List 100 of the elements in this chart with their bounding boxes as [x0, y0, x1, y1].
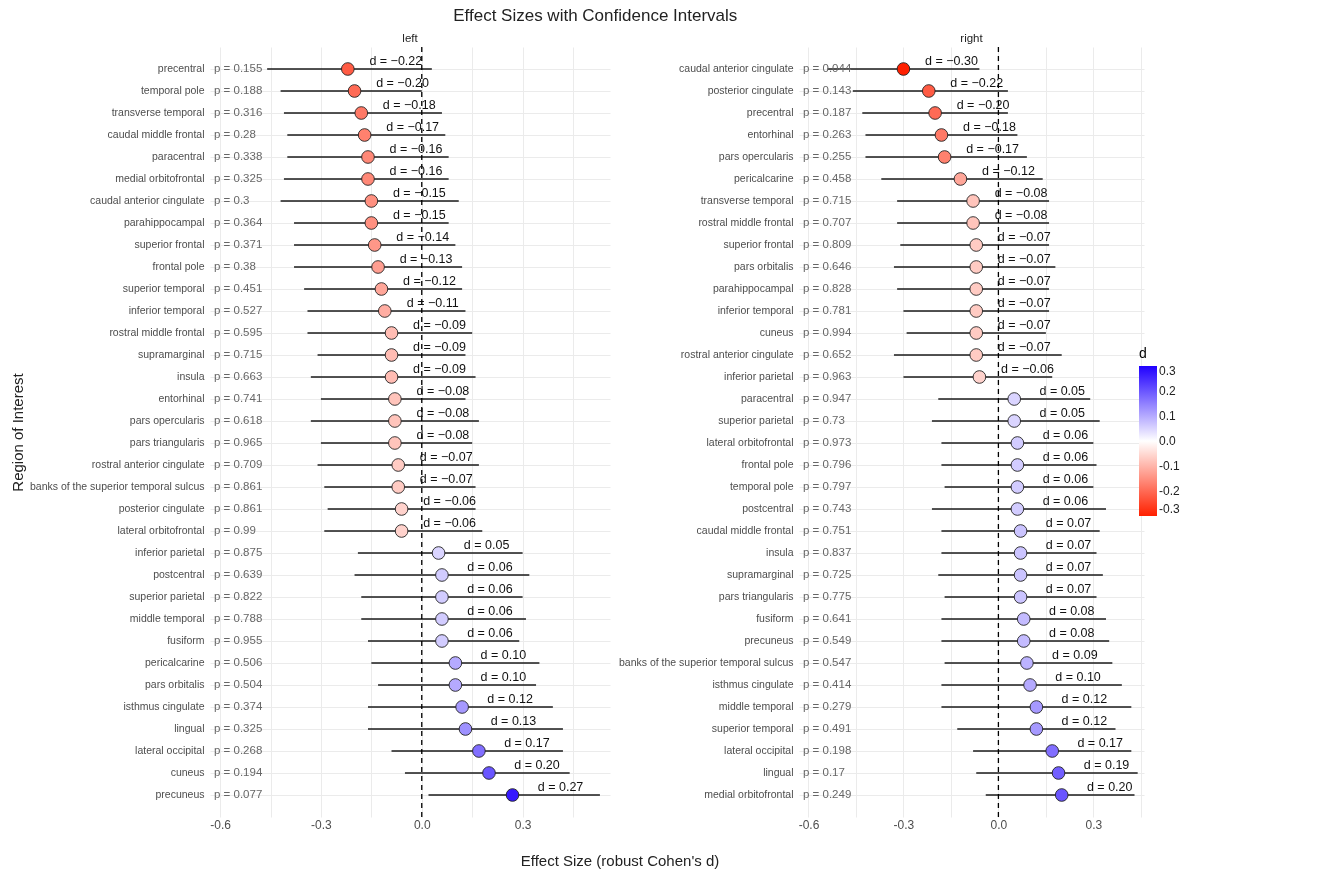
annotation: p = 0.527 — [214, 304, 263, 316]
annotation: p = 0.491 — [803, 722, 852, 734]
y-tick-label: pars triangularis — [129, 436, 205, 448]
point — [384, 348, 399, 362]
y-tick-label: lateral orbitofrontal — [117, 524, 205, 536]
annotation: p = 0.255 — [803, 150, 852, 162]
data-label: d = −0.07 — [997, 252, 1051, 266]
data-label: d = 0.10 — [1055, 670, 1101, 684]
annotation: p = 0.861 — [214, 480, 263, 492]
annotation: p = 0.947 — [803, 392, 852, 404]
annotation: p = 0.188 — [214, 84, 263, 96]
y-tick-label: superior temporal — [122, 282, 205, 294]
point — [388, 392, 402, 406]
y-tick-label: superior temporal — [711, 722, 794, 734]
annotation: p = 0.338 — [214, 150, 263, 162]
y-tick-label: precuneus — [744, 634, 794, 646]
y-tick-label: precentral — [746, 106, 794, 118]
point — [388, 414, 402, 428]
point — [1007, 414, 1021, 428]
annotation: p = 0.828 — [803, 282, 852, 294]
data-label: d = −0.06 — [1001, 362, 1054, 376]
data-label: d = 0.12 — [487, 692, 533, 706]
data-label: d = 0.19 — [1083, 758, 1130, 772]
data-label: d = 0.20 — [1086, 780, 1133, 794]
annotation: p = 0.751 — [803, 524, 852, 536]
data-label: d = 0.06 — [1042, 428, 1089, 442]
data-label: d = 0.17 — [1077, 736, 1124, 750]
y-tick-label: superior parietal — [718, 414, 794, 426]
annotation: p = 0.796 — [803, 458, 852, 470]
point — [934, 128, 949, 142]
data-label: d = −0.08 — [416, 428, 470, 442]
annotation: p = 0.364 — [214, 216, 263, 228]
point — [1029, 700, 1044, 714]
y-tick-label: lateral orbitofrontal — [706, 436, 794, 448]
annotation: p = 0.187 — [803, 106, 852, 118]
annotation: p = 0.743 — [803, 502, 852, 514]
annotation: p = 0.741 — [214, 392, 263, 404]
annotation: p = 0.973 — [803, 436, 852, 448]
point — [388, 436, 402, 450]
color-bar-title: d — [1139, 345, 1147, 361]
y-tick-label: precentral — [157, 62, 205, 74]
x-tick-label: -0.3 — [311, 817, 333, 832]
x-tick-label: 0.3 — [514, 817, 532, 832]
annotation: p = 0.249 — [803, 788, 852, 800]
x-tick-label: -0.6 — [210, 817, 232, 832]
y-tick-label: isthmus cingulate — [712, 678, 794, 690]
point — [364, 194, 379, 208]
data-label: d = −0.17 — [966, 142, 1020, 156]
data-label: d = 0.27 — [537, 780, 584, 794]
y-tick-label: lingual — [763, 766, 794, 778]
x-axis-title: Effect Size (robust Cohen's d) — [519, 852, 721, 869]
y-tick-label: superior frontal — [723, 238, 794, 250]
annotation: p = 0.194 — [214, 766, 263, 778]
data-label: d = 0.13 — [490, 714, 537, 728]
point — [1013, 546, 1028, 560]
y-tick-label: superior parietal — [129, 590, 205, 602]
point — [347, 84, 362, 98]
annotation: p = 0.458 — [803, 172, 852, 184]
point — [969, 348, 984, 362]
annotation: p = 0.875 — [214, 546, 263, 558]
point — [937, 150, 952, 164]
y-tick-label: posterior cingulate — [707, 84, 794, 96]
point — [378, 304, 392, 318]
y-tick-label: inferior temporal — [717, 304, 794, 316]
data-label: d = 0.06 — [1042, 450, 1089, 464]
y-tick-label: lingual — [174, 722, 205, 734]
color-bar-label: -0.3 — [1159, 502, 1180, 516]
data-label: d = −0.11 — [406, 296, 459, 310]
data-label: d = −0.15 — [392, 186, 446, 200]
point — [1013, 524, 1028, 538]
data-label: d = −0.18 — [963, 120, 1016, 134]
data-label: d = 0.12 — [1061, 714, 1108, 728]
point — [394, 524, 409, 538]
y-tick-label: parahippocampal — [123, 216, 205, 228]
y-tick-label: rostral anterior cingulate — [91, 458, 205, 470]
y-tick-label: rostral middle frontal — [698, 216, 794, 228]
y-tick-label: paracentral — [151, 150, 205, 162]
point — [928, 106, 942, 120]
data-label: d = 0.10 — [480, 648, 527, 662]
y-tick-label: fusiform — [167, 634, 205, 646]
point — [364, 216, 379, 230]
point — [505, 788, 520, 802]
annotation: p = 0.506 — [214, 656, 263, 668]
color-bar-label: 0.0 — [1159, 434, 1177, 448]
point — [435, 612, 449, 626]
data-label: d = −0.15 — [392, 208, 446, 222]
y-tick-label: cuneus — [759, 326, 794, 338]
y-tick-label: medial orbitofrontal — [704, 788, 794, 800]
annotation: p = 0.99 — [214, 524, 256, 536]
point — [1013, 590, 1028, 604]
y-tick-label: middle temporal — [718, 700, 794, 712]
data-label: d = −0.08 — [994, 186, 1048, 200]
data-label: d = 0.08 — [1048, 604, 1095, 618]
point — [482, 766, 496, 780]
data-label: d = −0.07 — [997, 296, 1051, 310]
annotation: p = 0.38 — [214, 260, 256, 272]
point — [431, 546, 446, 560]
point — [455, 700, 469, 714]
y-tick-label: rostral anterior cingulate — [680, 348, 794, 360]
y-tick-label: pars opercularis — [129, 414, 205, 426]
